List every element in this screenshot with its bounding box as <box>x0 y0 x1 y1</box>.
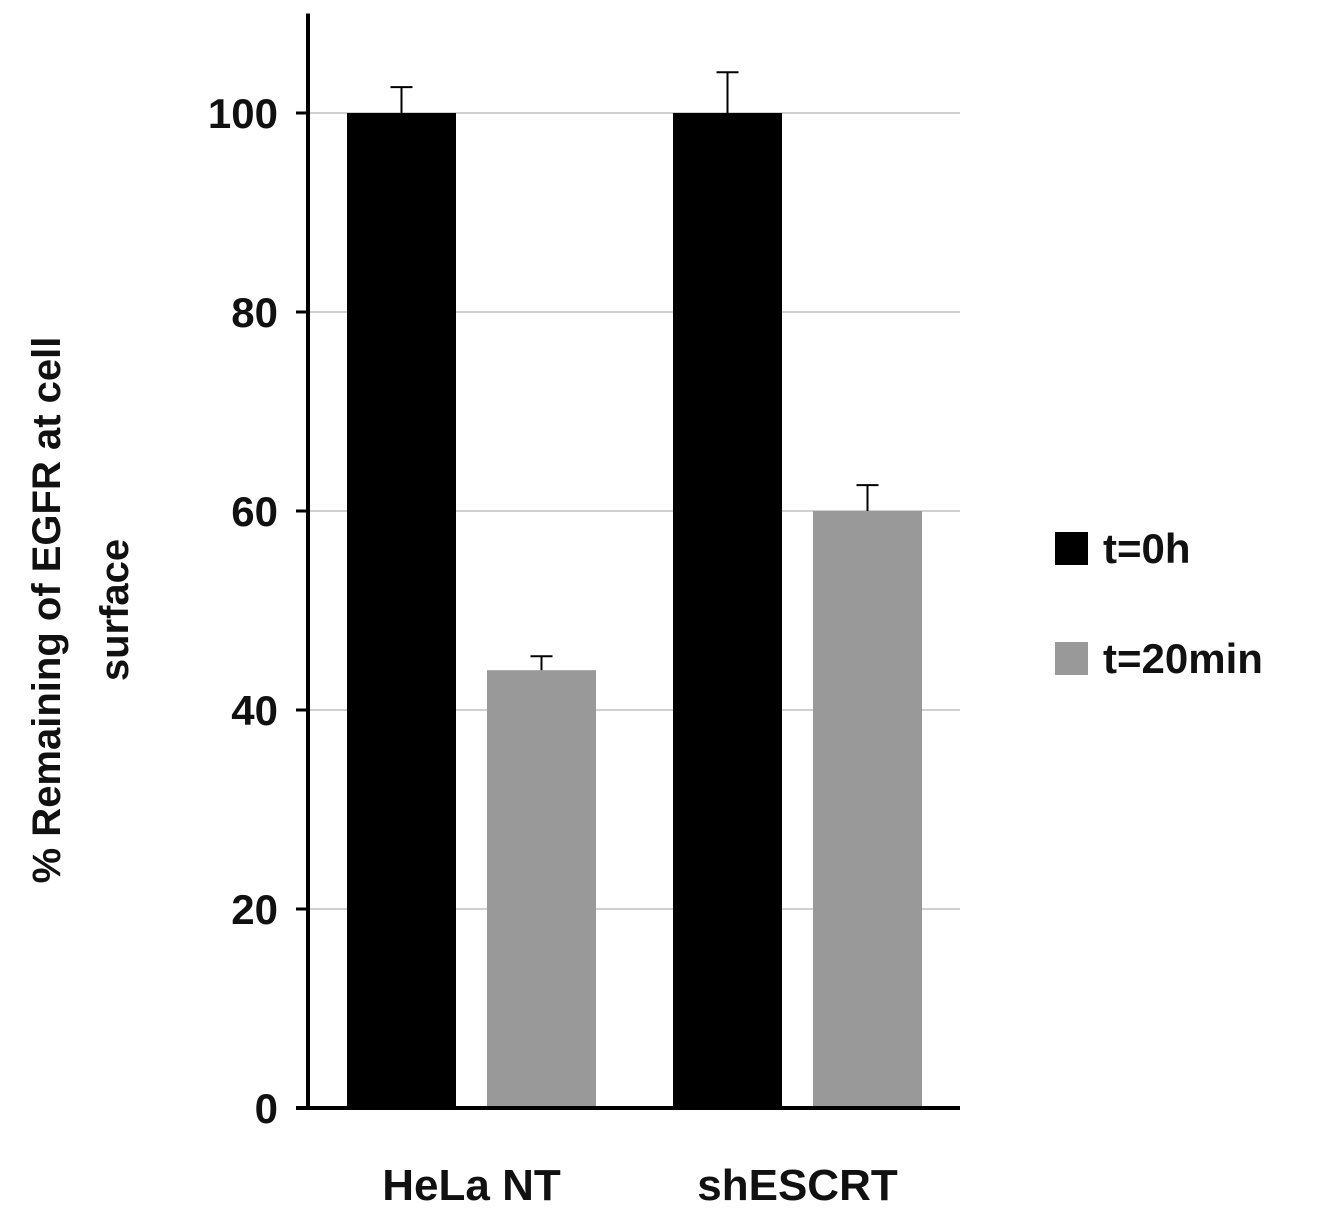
y-tick-label: 20 <box>231 886 278 933</box>
y-tick-label: 60 <box>231 488 278 535</box>
y-axis-label-line-2: surface <box>93 539 137 681</box>
y-tick-label: 80 <box>231 289 278 336</box>
axes <box>296 13 960 1110</box>
y-axis-label: % Remaining of EGFR at cell surface <box>25 337 137 884</box>
bar-t=0h <box>673 113 782 1108</box>
x-tick-labels: HeLa NT shESCRT <box>382 1161 898 1210</box>
bar-t=20min <box>813 511 922 1108</box>
y-tick-label: 0 <box>255 1085 278 1132</box>
y-tick-labels: 0 20 40 60 80 100 <box>208 90 278 1132</box>
y-tick-label: 40 <box>231 687 278 734</box>
y-tick-label: 100 <box>208 90 278 137</box>
x-tick-label: shESCRT <box>697 1161 898 1210</box>
legend-swatch <box>1055 642 1088 675</box>
legend: t=0h t=20min <box>1055 525 1263 682</box>
y-axis-label-line-1: % Remaining of EGFR at cell <box>25 337 69 884</box>
legend-swatch <box>1055 532 1088 565</box>
bar-t=20min <box>487 670 596 1108</box>
legend-label: t=20min <box>1103 635 1263 682</box>
bar-t=0h <box>347 113 456 1108</box>
x-tick-label: HeLa NT <box>382 1161 561 1210</box>
legend-label: t=0h <box>1103 525 1191 572</box>
bars <box>347 71 922 1108</box>
